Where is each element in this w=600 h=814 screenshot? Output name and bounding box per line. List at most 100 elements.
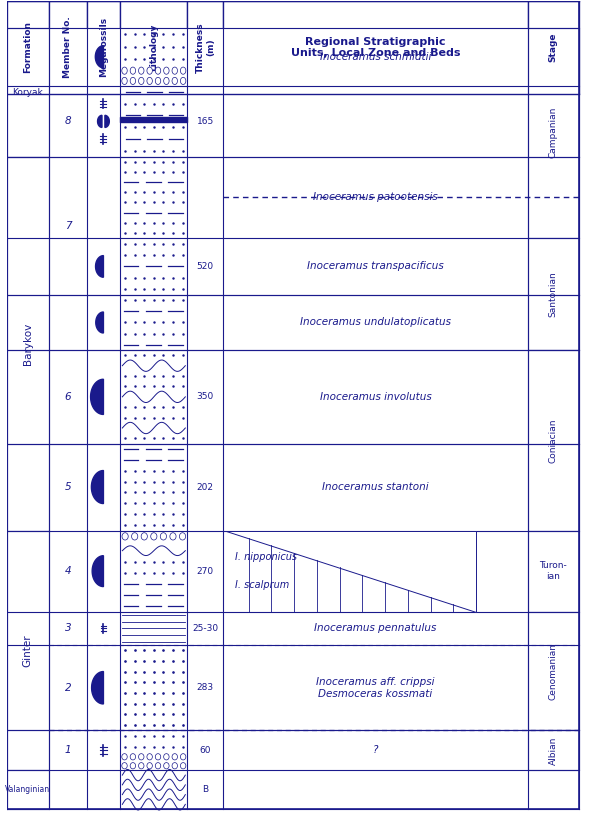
Bar xyxy=(187,1,223,94)
Ellipse shape xyxy=(122,532,128,540)
Text: 270: 270 xyxy=(197,567,214,575)
Bar xyxy=(49,730,86,770)
Ellipse shape xyxy=(130,754,136,760)
Bar xyxy=(223,295,528,350)
Ellipse shape xyxy=(155,763,161,769)
Bar xyxy=(49,444,86,531)
Bar xyxy=(49,86,86,157)
Bar xyxy=(121,444,187,531)
Text: Formation: Formation xyxy=(23,21,32,73)
Bar xyxy=(49,646,86,730)
Polygon shape xyxy=(105,116,109,128)
Ellipse shape xyxy=(181,77,186,85)
Ellipse shape xyxy=(172,67,178,74)
Bar xyxy=(121,350,187,444)
Text: 202: 202 xyxy=(197,483,214,492)
Bar xyxy=(528,612,578,730)
Text: Inoceramus undulatoplicatus: Inoceramus undulatoplicatus xyxy=(300,317,451,327)
Bar xyxy=(86,531,121,612)
Bar xyxy=(86,444,121,531)
Bar xyxy=(121,770,187,809)
Text: Santonian: Santonian xyxy=(549,271,558,317)
Ellipse shape xyxy=(122,763,127,769)
Bar xyxy=(86,612,121,646)
Text: 4: 4 xyxy=(65,567,71,576)
Bar xyxy=(49,730,86,770)
Polygon shape xyxy=(96,312,103,333)
Bar xyxy=(86,28,121,86)
Text: 165: 165 xyxy=(196,117,214,126)
Bar xyxy=(121,157,187,238)
Text: 7: 7 xyxy=(65,221,71,231)
Bar xyxy=(49,770,86,809)
Ellipse shape xyxy=(181,67,186,74)
Ellipse shape xyxy=(172,763,178,769)
Text: Inoceramus patootensis: Inoceramus patootensis xyxy=(313,192,438,203)
Bar xyxy=(121,295,187,350)
Bar xyxy=(7,770,49,809)
Polygon shape xyxy=(98,116,102,128)
Bar xyxy=(528,531,578,612)
Ellipse shape xyxy=(160,532,167,540)
Bar xyxy=(49,612,86,646)
Ellipse shape xyxy=(164,754,169,760)
Polygon shape xyxy=(92,672,103,704)
Text: Inoceramus schmidtii: Inoceramus schmidtii xyxy=(320,52,431,62)
Bar xyxy=(223,770,528,809)
Bar xyxy=(49,444,86,531)
Ellipse shape xyxy=(139,67,144,74)
Bar xyxy=(49,350,86,444)
Ellipse shape xyxy=(151,532,157,540)
Ellipse shape xyxy=(131,532,138,540)
Polygon shape xyxy=(91,470,103,504)
Text: Cenomanian: Cenomanian xyxy=(549,642,558,699)
Bar xyxy=(528,238,578,350)
Ellipse shape xyxy=(164,763,169,769)
Bar xyxy=(223,1,528,94)
Bar xyxy=(49,157,86,295)
Ellipse shape xyxy=(147,754,152,760)
Bar xyxy=(187,646,223,730)
Bar xyxy=(223,444,528,531)
Bar xyxy=(223,350,528,444)
Text: Inoceramus transpacificus: Inoceramus transpacificus xyxy=(307,261,444,271)
Text: 25-30: 25-30 xyxy=(192,624,218,633)
Text: 8: 8 xyxy=(65,116,71,126)
Ellipse shape xyxy=(139,763,144,769)
Bar xyxy=(121,238,187,295)
Ellipse shape xyxy=(130,763,136,769)
Text: Coniacian: Coniacian xyxy=(549,418,558,462)
Text: Ginter: Ginter xyxy=(23,634,33,667)
Text: Inoceramus stantoni: Inoceramus stantoni xyxy=(322,482,429,492)
Polygon shape xyxy=(91,379,103,414)
Bar xyxy=(7,1,49,94)
Bar xyxy=(187,238,223,295)
Text: Turon-
ian: Turon- ian xyxy=(539,562,567,581)
Bar xyxy=(121,730,187,770)
Bar xyxy=(49,1,86,94)
Bar xyxy=(86,770,121,809)
Bar xyxy=(223,28,528,86)
Text: 6: 6 xyxy=(65,392,71,402)
Bar xyxy=(223,612,528,646)
Text: Campanian: Campanian xyxy=(549,107,558,159)
Text: ?: ? xyxy=(373,746,378,755)
Bar xyxy=(49,350,86,444)
Text: Regional Stratigraphic
Units, Local Zone and Beds: Regional Stratigraphic Units, Local Zone… xyxy=(291,37,460,59)
Bar xyxy=(121,28,187,86)
Bar xyxy=(121,646,187,730)
Bar xyxy=(187,295,223,350)
Ellipse shape xyxy=(181,763,186,769)
Text: Valanginian: Valanginian xyxy=(5,786,50,794)
Bar xyxy=(49,531,86,612)
Text: Albian: Albian xyxy=(549,736,558,764)
Text: 2: 2 xyxy=(65,683,71,693)
Text: I. nipponicus: I. nipponicus xyxy=(235,553,297,562)
Bar xyxy=(187,86,223,157)
Bar xyxy=(86,295,121,350)
Text: I. scalprum: I. scalprum xyxy=(235,580,289,590)
Bar xyxy=(187,612,223,646)
Bar xyxy=(187,531,223,612)
Bar xyxy=(223,238,528,295)
Bar xyxy=(86,730,121,770)
